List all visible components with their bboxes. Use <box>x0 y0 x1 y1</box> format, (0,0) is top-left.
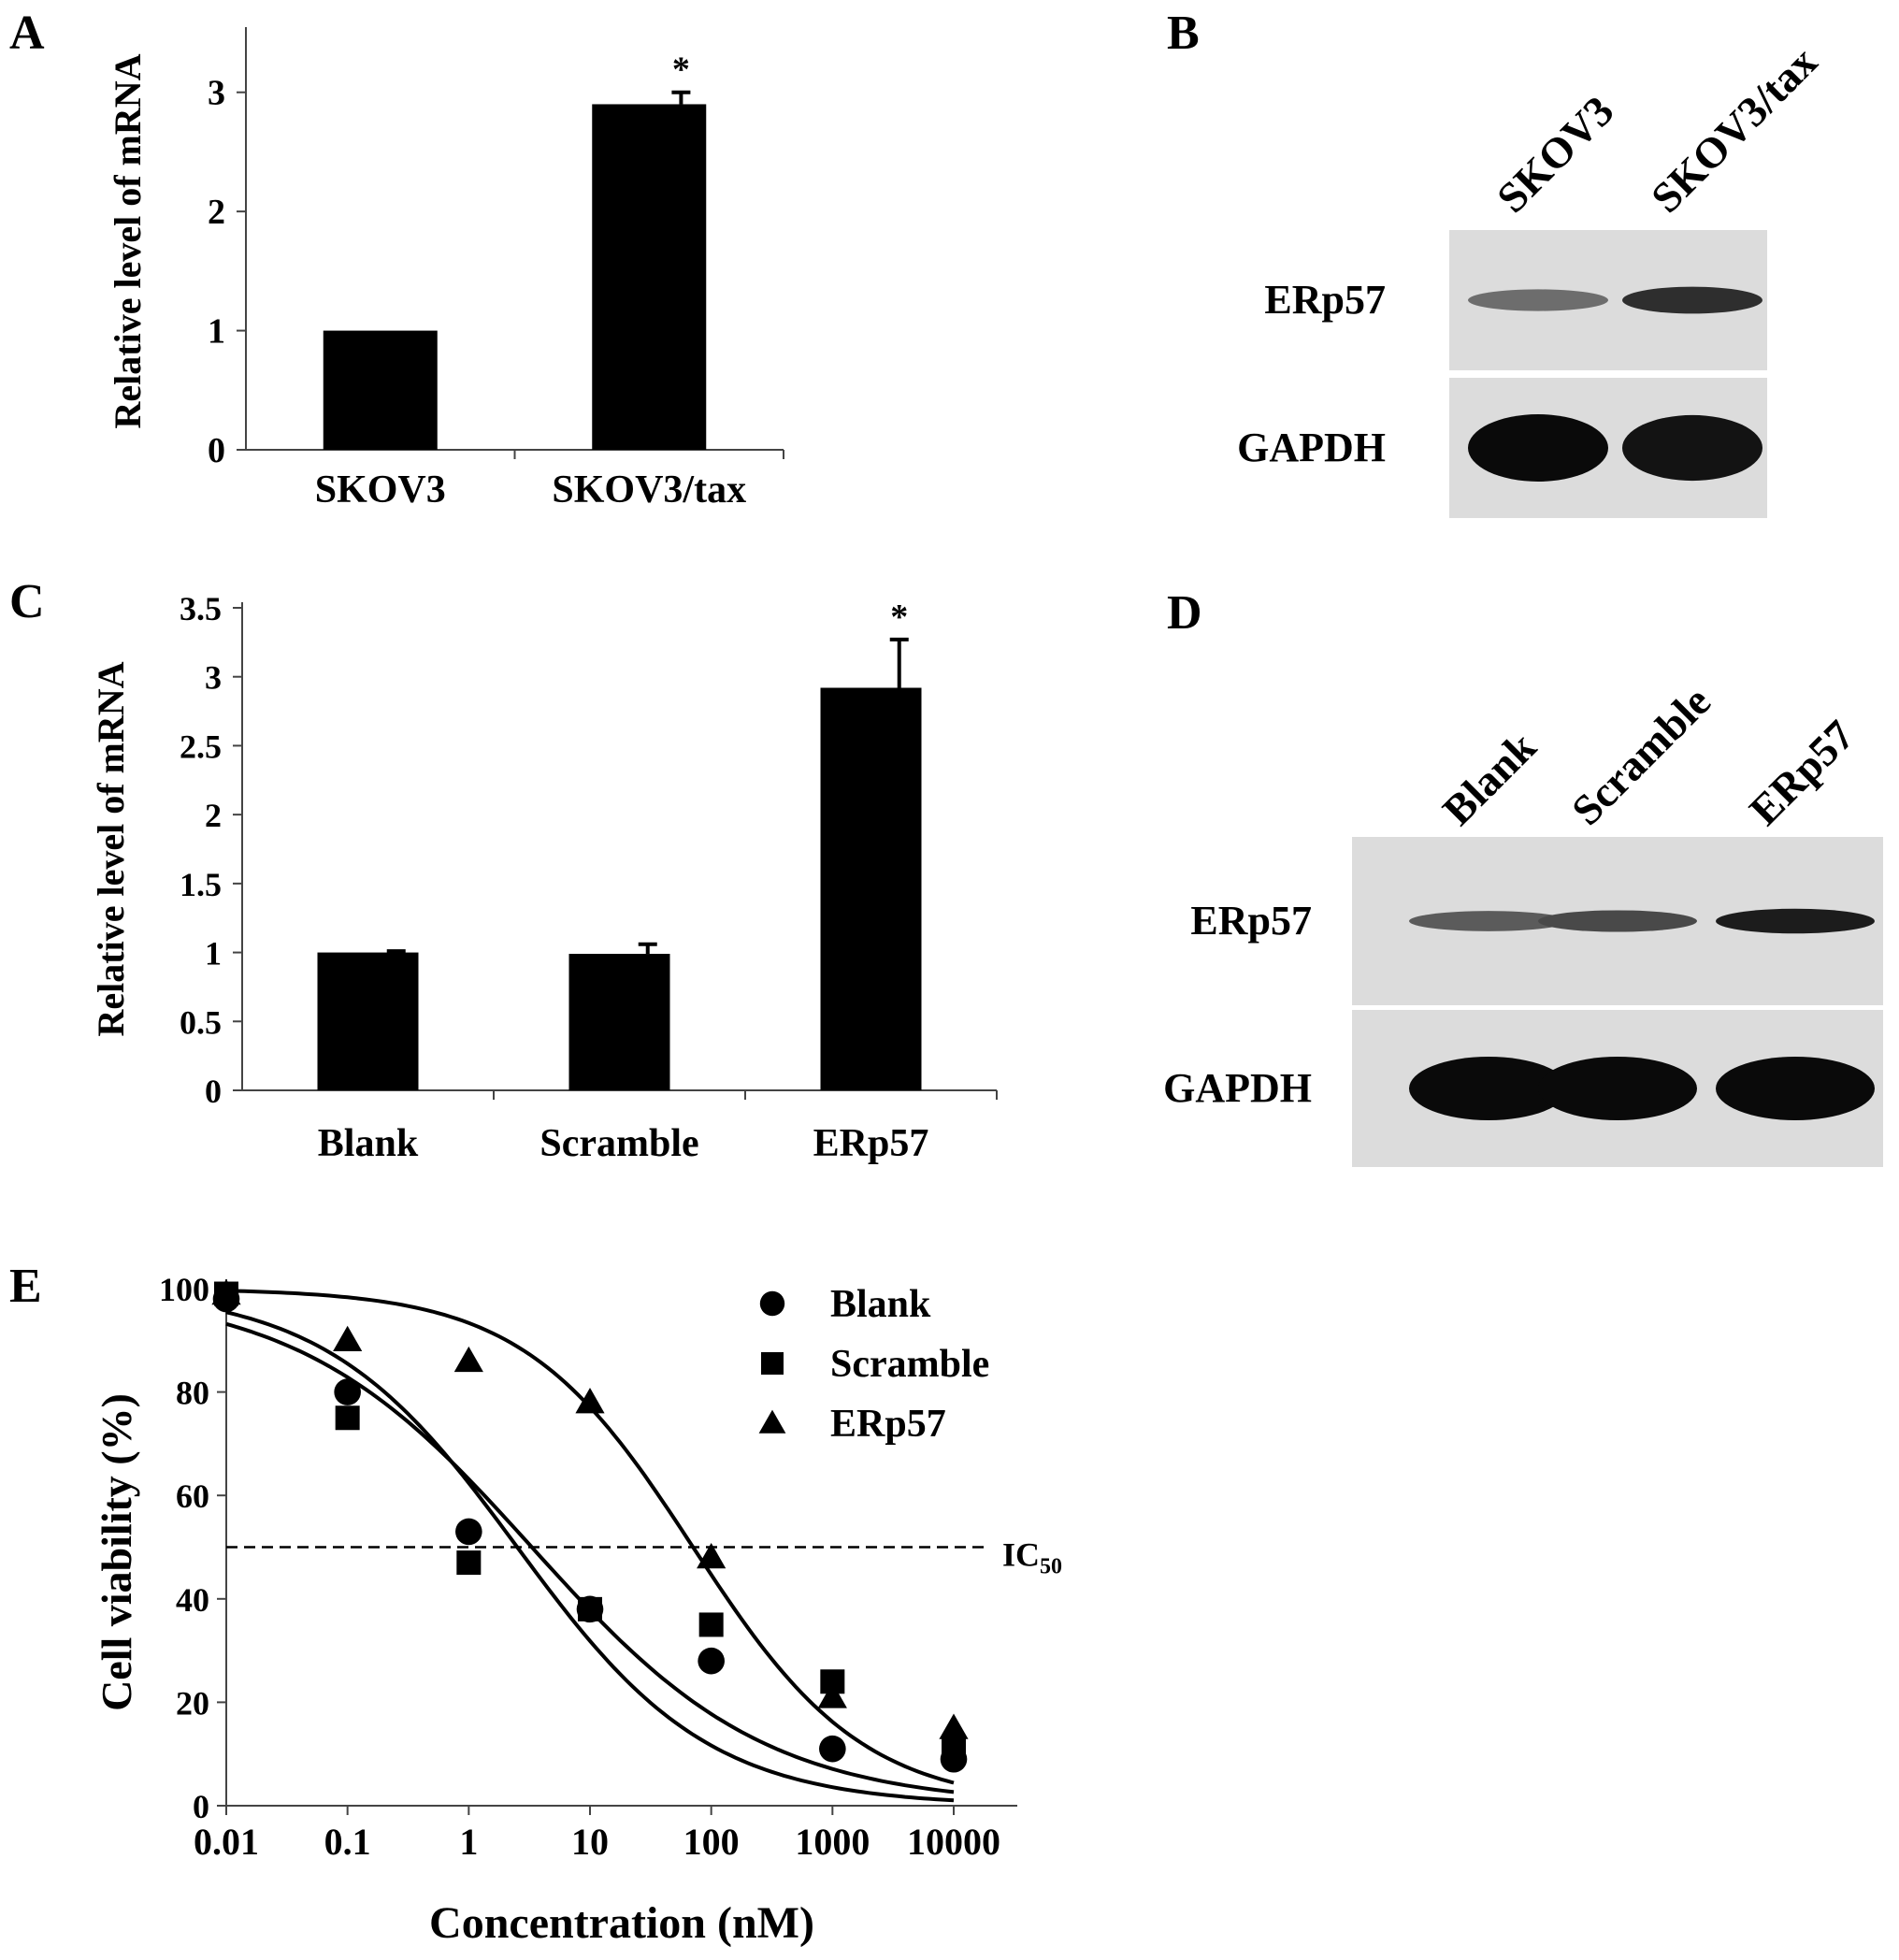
panel-a-bar <box>323 330 438 450</box>
panel-d-row-label: ERp57 <box>1190 898 1312 944</box>
panel-e-point-erp57 <box>211 1278 241 1305</box>
panel-c-bar <box>568 954 670 1090</box>
panel-e-legend-label: Scramble <box>830 1343 989 1386</box>
panel-letter-b: B <box>1167 7 1200 60</box>
panel-c-y-axis-label: Relative level of mRNA <box>90 661 132 1036</box>
panel-e-point-blank <box>455 1518 482 1546</box>
panel-e-y-tick-label: 20 <box>176 1684 209 1722</box>
panel-e-y-axis-label: Cell viability (%) <box>93 1393 140 1711</box>
panel-b-band <box>1468 289 1608 311</box>
panel-b-band <box>1622 414 1762 482</box>
panel-a-y-tick-label: 2 <box>208 193 225 232</box>
panel-e-y-tick-label: 80 <box>176 1375 209 1412</box>
panel-c-y-tick-label: 1.5 <box>180 866 222 903</box>
panel-a-y-axis-label: Relative level of mRNA <box>107 53 149 428</box>
panel-e-legend-marker-scramble <box>761 1352 784 1375</box>
panel-e-point-scramble <box>942 1737 966 1762</box>
panel-e-x-tick-label: 0.1 <box>324 1821 371 1863</box>
panel-letter-a: A <box>9 7 45 60</box>
panel-b-band <box>1468 414 1608 482</box>
panel-e-point-erp57 <box>575 1388 605 1414</box>
panel-c-y-tick-label: 3 <box>205 659 222 697</box>
panel-e-x-axis-label: Concentration (nM) <box>429 1898 814 1948</box>
panel-a-bar <box>592 104 707 450</box>
panel-c-y-tick-label: 0 <box>205 1073 222 1110</box>
panel-a-category-label: SKOV3/tax <box>552 468 746 512</box>
panel-e-x-tick-label: 10000 <box>907 1821 1000 1863</box>
panel-d-band <box>1538 1057 1697 1120</box>
panel-e-y-tick-label: 40 <box>176 1581 209 1619</box>
panel-e-point-scramble <box>578 1596 602 1621</box>
panel-d-row-label: GAPDH <box>1163 1065 1312 1111</box>
panel-e-dose-response-chart: 0 20 40 60 80 100 0.01 0.1 1 10 100 1000 10000 Concen… <box>93 1271 1062 1948</box>
panel-e-point-scramble <box>335 1405 360 1431</box>
panel-b-row-label: GAPDH <box>1237 425 1386 470</box>
panel-d-band <box>1716 1057 1875 1120</box>
panel-a-y-tick-label: 3 <box>208 74 225 113</box>
panel-e-legend-marker-blank <box>759 1290 785 1317</box>
panel-c-y-tick-label: 2 <box>205 797 222 834</box>
panel-e-point-erp57 <box>697 1542 727 1569</box>
panel-b-lane-label: SKOV3/tax <box>1642 37 1826 222</box>
panel-c-category-label: ERp57 <box>813 1122 929 1165</box>
panel-c-y-tick-label: 0.5 <box>180 1003 222 1041</box>
panel-d-lane-label: Scramble <box>1562 677 1719 834</box>
panel-c-y-tick-label: 3.5 <box>180 590 222 627</box>
panel-d-band <box>1409 911 1568 931</box>
panel-e-point-erp57 <box>453 1346 483 1373</box>
panel-e-point-blank <box>819 1735 846 1763</box>
panel-b-band <box>1622 286 1762 314</box>
panel-e-point-scramble <box>698 1612 724 1637</box>
panel-c-y-tick-label: 1 <box>205 935 222 973</box>
panel-c-bar <box>317 952 419 1090</box>
panel-letter-e: E <box>9 1260 42 1313</box>
panel-b-lane-label: SKOV3 <box>1488 87 1623 223</box>
panel-e-legend-marker-erp57 <box>758 1409 786 1434</box>
panel-letter-c: C <box>9 575 45 628</box>
panel-c-category-label: Scramble <box>539 1122 698 1165</box>
panel-e-ic50-label: IC50 <box>1002 1536 1062 1579</box>
panel-e-x-tick-label: 100 <box>683 1821 740 1863</box>
panel-d-band <box>1716 908 1875 934</box>
panel-d-band <box>1409 1057 1568 1120</box>
panel-a-y-tick-label: 1 <box>208 312 225 352</box>
panel-e-y-tick-label: 100 <box>159 1271 209 1308</box>
panel-e-y-tick-label: 0 <box>193 1788 209 1825</box>
panel-a-y-tick-label: 0 <box>208 431 225 470</box>
panel-e-fit-curve-blank <box>225 1310 955 1803</box>
panel-e-x-tick-label: 1 <box>459 1821 478 1863</box>
panel-a-significance-mark: * <box>672 50 690 90</box>
panel-c-significance-mark: * <box>890 598 908 637</box>
panel-e-point-erp57 <box>817 1682 847 1708</box>
panel-letter-d: D <box>1167 586 1202 640</box>
panel-e-point-erp57 <box>939 1713 969 1739</box>
panel-e-legend-label: ERp57 <box>830 1403 946 1446</box>
panel-d-lane-label: ERp57 <box>1740 711 1863 834</box>
panel-e-x-tick-label: 0.01 <box>194 1821 259 1863</box>
panel-a-bar-chart: 0 1 2 3 SKOV3 * SKOV3/tax Relative level of mRN… <box>107 27 784 512</box>
panel-d-band <box>1538 910 1697 932</box>
panel-e-point-scramble <box>456 1550 482 1576</box>
panel-a-category-label: SKOV3 <box>315 468 446 512</box>
panel-e-point-erp57 <box>333 1325 363 1351</box>
panel-b-western-blot: SKOV3 SKOV3/tax ERp57 GAPDH <box>1237 37 1826 518</box>
panel-c-bar <box>820 687 922 1090</box>
panel-e-point-blank <box>698 1647 725 1675</box>
panel-e-point-blank <box>334 1378 361 1405</box>
panel-c-y-tick-label: 2.5 <box>180 728 222 765</box>
panel-e-x-tick-label: 10 <box>571 1821 609 1863</box>
panel-e-y-tick-label: 60 <box>176 1477 209 1515</box>
panel-b-row-label: ERp57 <box>1264 277 1386 323</box>
panel-c-bar-chart: 0 0.5 1 1.5 2 2.5 3 3.5 Blank Scramble * ERp57 Relat… <box>90 590 998 1165</box>
panel-c-category-label: Blank <box>318 1122 419 1165</box>
panel-e-x-tick-label: 1000 <box>795 1821 870 1863</box>
panel-e-legend-label: Blank <box>830 1283 931 1326</box>
panel-d-lane-label: Blank <box>1433 723 1546 835</box>
